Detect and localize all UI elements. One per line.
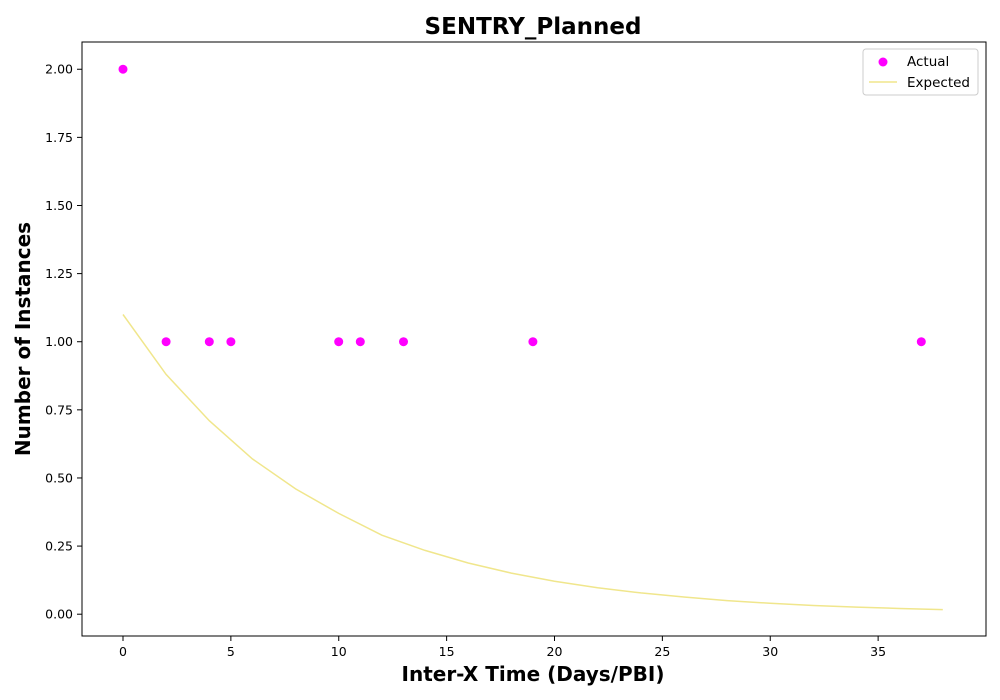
x-tick-label: 35	[870, 644, 886, 659]
x-tick-label: 15	[439, 644, 455, 659]
actual-point	[226, 337, 236, 347]
x-tick-label: 0	[119, 644, 127, 659]
y-tick-label: 0.00	[45, 607, 73, 622]
y-tick-label: 1.75	[45, 130, 73, 145]
actual-point	[916, 337, 926, 347]
y-tick-label: 2.00	[45, 62, 73, 77]
y-axis-title: Number of Instances	[11, 222, 35, 456]
chart-title: SENTRY_Planned	[425, 14, 642, 40]
y-tick-label: 0.75	[45, 402, 73, 417]
actual-point	[204, 337, 214, 347]
x-tick-label: 30	[762, 644, 778, 659]
x-tick-label: 10	[331, 644, 347, 659]
plot-area: 0 5 10 15 20 25 30 35 0.00 0.25 0.50 0.75 1.00 1.25 1.…	[45, 41, 987, 659]
expected-series-line	[122, 314, 943, 611]
axes-frame	[81, 41, 987, 637]
y-tick-label: 0.50	[45, 470, 73, 485]
legend-actual-label: Actual	[907, 54, 949, 70]
actual-point	[118, 64, 128, 74]
actual-point	[161, 337, 171, 347]
legend-expected-label: Expected	[907, 75, 970, 91]
x-tick-label: 20	[547, 644, 563, 659]
actual-point	[528, 337, 538, 347]
legend-frame	[862, 48, 979, 96]
actual-point	[334, 337, 344, 347]
y-tick-label: 0.25	[45, 539, 73, 554]
legend-actual-marker	[878, 57, 888, 67]
legend: Actual Expected	[862, 48, 979, 96]
x-tick-label: 25	[654, 644, 670, 659]
x-tick-label: 5	[227, 644, 235, 659]
y-tick-label: 1.00	[45, 334, 73, 349]
actual-point	[355, 337, 365, 347]
y-tick-label: 1.50	[45, 198, 73, 213]
actual-point	[399, 337, 408, 347]
x-axis-title: Inter-X Time (Days/PBI)	[402, 662, 665, 686]
y-tick-label: 1.25	[45, 266, 73, 281]
